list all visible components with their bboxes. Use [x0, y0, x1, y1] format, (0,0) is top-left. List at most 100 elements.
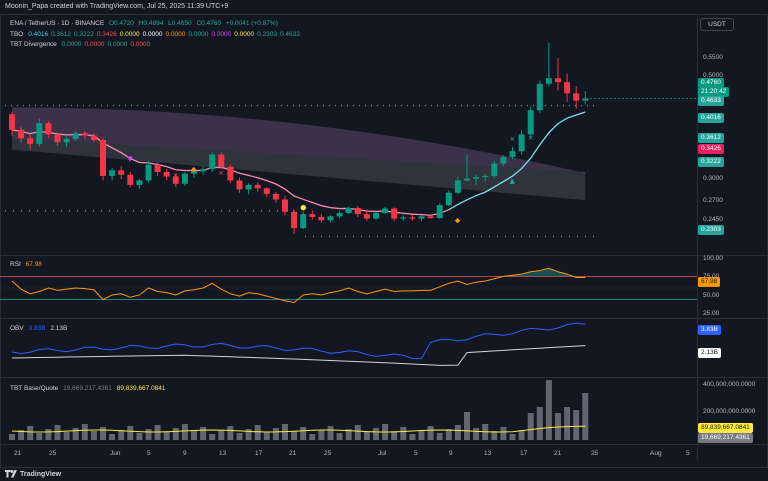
candle-body	[191, 171, 197, 174]
candle-body	[309, 214, 316, 217]
volume-bar	[473, 428, 480, 440]
candle-body	[145, 164, 152, 181]
candle-body	[454, 180, 461, 193]
price-tag: 0.3426	[698, 144, 724, 154]
candle-body	[427, 216, 434, 219]
obv-pane	[11, 322, 586, 366]
volume-bar	[163, 432, 170, 440]
candle	[154, 162, 161, 176]
volume-bar	[172, 428, 179, 440]
candle-body	[582, 98, 589, 101]
volume-bar	[363, 432, 370, 440]
candle-body	[545, 78, 552, 84]
signal-marker: ◆	[191, 165, 197, 173]
candle-body	[282, 199, 288, 212]
candle	[172, 173, 179, 188]
divergence-legend[interactable]: TBT Divergence 0.0000 0.0000 0.0000 0.0000	[10, 41, 153, 48]
candle	[418, 215, 425, 221]
candle	[118, 165, 125, 180]
volume-bar	[109, 434, 116, 440]
candle	[272, 191, 279, 203]
rsi-name[interactable]: RSI	[10, 261, 21, 268]
pane-separator-tbt[interactable]	[0, 377, 768, 378]
candle	[81, 130, 88, 139]
obv-legend[interactable]: OBV 3.83B 2.13B	[10, 325, 70, 332]
volume-bar	[564, 407, 571, 440]
divergence-name[interactable]: TBT Divergence	[10, 41, 57, 48]
time-axis-label: Jul	[378, 450, 387, 457]
obv-tag-2: 2.13B	[698, 348, 721, 358]
candle-body	[409, 217, 416, 219]
low-value: L0.4650	[168, 20, 192, 27]
volume-bar	[318, 430, 325, 440]
tbo-value: 0.3426	[96, 31, 117, 38]
candle-body	[218, 154, 225, 167]
candle	[536, 80, 543, 114]
volume-bar	[436, 433, 443, 440]
tbo-value: 0.0000	[142, 31, 163, 38]
rsi-legend[interactable]: RSI 67.98	[10, 261, 45, 268]
volume-bar	[291, 431, 298, 440]
candle-body	[163, 171, 170, 177]
candle	[36, 118, 43, 147]
volume-bar	[9, 434, 15, 440]
candle	[263, 187, 270, 198]
tbt-value-1: 19,669,217.4361	[63, 385, 112, 392]
candle	[191, 169, 197, 178]
tbo-legend[interactable]: TBO 0.4016 0.3612 0.3222 0.3426 0.0000 0.0000…	[10, 31, 303, 38]
time-axis-label: Jun	[110, 450, 121, 457]
candle	[373, 211, 379, 220]
candle-body	[63, 138, 70, 143]
candle	[482, 173, 489, 182]
candle	[382, 206, 389, 215]
candle	[582, 91, 589, 105]
open-value: O0.4720	[108, 20, 134, 27]
candle-body	[436, 205, 443, 219]
tbt-legend[interactable]: TBT Base/Quote 19,669,217.4361 89,839,66…	[10, 385, 169, 392]
symbol-name[interactable]: ENA / TetherUS · 1D · BINANCE	[10, 20, 105, 27]
candle-body	[227, 166, 234, 181]
candle	[254, 182, 261, 192]
volume-pane	[9, 380, 589, 440]
currency-button[interactable]: USDT	[700, 18, 734, 31]
candle-body	[136, 180, 143, 185]
volume-bar	[245, 429, 252, 440]
candle-body	[36, 123, 43, 144]
candle	[491, 160, 498, 178]
pane-separator-obv[interactable]	[0, 318, 768, 319]
volume-bar	[218, 430, 225, 440]
time-axis-label: 17	[255, 450, 263, 457]
time-axis-label: 21	[289, 450, 297, 457]
footer-brand: TradingView	[20, 471, 62, 478]
time-axis-label: 13	[219, 450, 227, 457]
tbo-name[interactable]: TBO	[10, 31, 24, 38]
volume-bar	[127, 426, 134, 440]
candle-body	[400, 217, 407, 219]
time-axis-label: 9	[449, 450, 453, 457]
candle-body	[418, 216, 425, 219]
candle	[245, 183, 252, 195]
candle-body	[382, 208, 389, 213]
candle	[473, 174, 480, 185]
candle-body	[272, 193, 279, 200]
volume-bar	[391, 431, 398, 440]
candle-body	[536, 83, 543, 111]
price-tag: 0.4016	[698, 113, 724, 123]
candle	[527, 106, 534, 139]
symbol-legend[interactable]: ENA / TetherUS · 1D · BINANCE O0.4720 H0…	[10, 20, 281, 27]
volume-bar	[72, 428, 79, 440]
header-text: Moonin_Papa created with TradingView.com…	[5, 3, 229, 10]
candle	[90, 133, 97, 143]
candle	[555, 57, 561, 91]
time-axis-label: 9	[183, 450, 187, 457]
pane-separator-rsi[interactable]	[0, 255, 768, 256]
candle	[227, 164, 234, 184]
candle-body	[90, 135, 97, 140]
candle-body	[300, 214, 307, 229]
tbt-name[interactable]: TBT Base/Quote	[10, 385, 59, 392]
candle	[336, 210, 343, 219]
volume-bar	[263, 432, 270, 440]
candle-body	[500, 156, 507, 164]
obv-name[interactable]: OBV	[10, 325, 24, 332]
